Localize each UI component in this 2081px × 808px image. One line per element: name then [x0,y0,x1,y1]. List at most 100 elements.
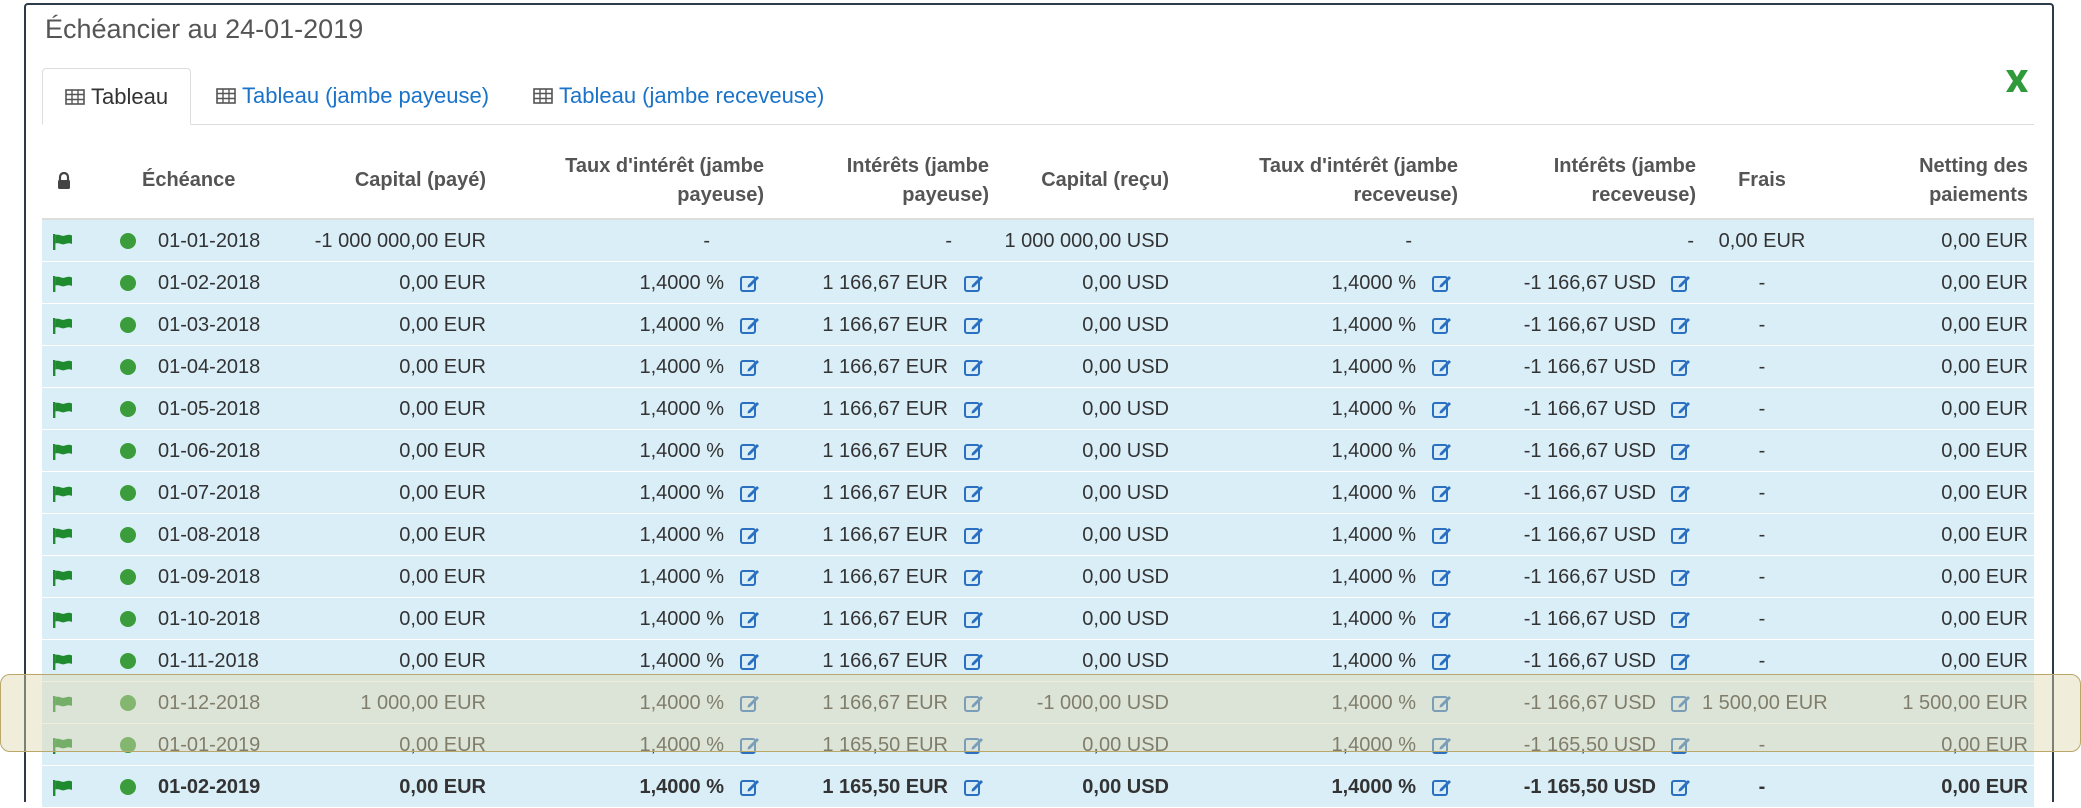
header-taux-payeuse[interactable]: Taux d'intérêt (jambe payeuse) [502,152,764,210]
flag-icon[interactable] [52,485,74,502]
edit-icon[interactable] [1670,272,1692,294]
flag-icon[interactable] [52,443,74,460]
flag-icon[interactable] [52,695,74,712]
edit-icon[interactable] [963,356,985,378]
excel-export-icon[interactable] [2002,66,2032,96]
table-row[interactable]: 01-12-2018 1 000,00 EUR 1,4000 % 1 166,67 E… [42,682,2034,724]
header-capital-recu[interactable]: Capital (reçu) [1041,169,1169,191]
edit-icon[interactable] [963,692,985,714]
edit-icon[interactable] [1670,566,1692,588]
table-row[interactable]: 01-09-2018 0,00 EUR 1,4000 % 1 166,67 EUR 0,… [42,556,2034,598]
header-interets-receveuse[interactable]: Intérêts (jambe receveuse) [1472,152,1696,210]
edit-icon[interactable] [739,566,761,588]
flag-icon[interactable] [52,569,74,586]
cell-interets-payeuse: 1 166,67 EUR [822,440,948,462]
cell-taux-receveuse: 1,4000 % [1331,440,1416,462]
edit-icon[interactable] [1431,440,1453,462]
cell-echeance: 01-10-2018 [158,608,261,630]
edit-icon[interactable] [1670,440,1692,462]
table-row[interactable]: 01-01-2018 -1 000 000,00 EUR - - 1 000 000,0… [42,220,2034,262]
tab-jambe-payeuse[interactable]: Tableau (jambe payeuse) [216,68,489,124]
edit-icon[interactable] [739,524,761,546]
edit-icon[interactable] [1431,482,1453,504]
edit-icon[interactable] [739,608,761,630]
edit-icon[interactable] [963,524,985,546]
edit-icon[interactable] [963,734,985,756]
edit-icon[interactable] [1431,398,1453,420]
table-row[interactable]: 01-04-2018 0,00 EUR 1,4000 % 1 166,67 EUR 0,… [42,346,2034,388]
edit-icon[interactable] [739,356,761,378]
flag-icon[interactable] [52,359,74,376]
flag-icon[interactable] [52,233,74,250]
flag-icon[interactable] [52,401,74,418]
edit-icon[interactable] [739,398,761,420]
edit-icon[interactable] [739,314,761,336]
flag-icon[interactable] [52,275,74,292]
header-frais[interactable]: Frais [1738,169,1786,191]
lock-icon[interactable] [56,171,72,195]
edit-icon[interactable] [963,314,985,336]
edit-icon[interactable] [1431,314,1453,336]
edit-icon[interactable] [739,440,761,462]
edit-icon[interactable] [963,566,985,588]
edit-icon[interactable] [1670,398,1692,420]
edit-icon[interactable] [963,608,985,630]
edit-icon[interactable] [1670,734,1692,756]
edit-icon[interactable] [739,692,761,714]
edit-icon[interactable] [1431,692,1453,714]
edit-icon[interactable] [1431,776,1453,798]
edit-icon[interactable] [1431,608,1453,630]
table-row[interactable]: 01-03-2018 0,00 EUR 1,4000 % 1 166,67 EUR 0,… [42,304,2034,346]
edit-icon[interactable] [739,482,761,504]
edit-icon[interactable] [1670,650,1692,672]
table-row[interactable]: 01-11-2018 0,00 EUR 1,4000 % 1 166,67 EUR 0,… [42,640,2034,682]
edit-icon[interactable] [1670,692,1692,714]
edit-icon[interactable] [1670,314,1692,336]
flag-icon[interactable] [52,317,74,334]
edit-icon[interactable] [739,272,761,294]
edit-icon[interactable] [1431,524,1453,546]
flag-icon[interactable] [52,737,74,754]
edit-icon[interactable] [1670,482,1692,504]
edit-icon[interactable] [1670,356,1692,378]
table-row[interactable]: 01-01-2019 0,00 EUR 1,4000 % 1 165,50 EUR 0,… [42,724,2034,766]
header-interets-payeuse[interactable]: Intérêts (jambe payeuse) [782,152,989,210]
edit-icon[interactable] [739,734,761,756]
edit-icon[interactable] [1431,734,1453,756]
header-capital-paye[interactable]: Capital (payé) [354,169,486,191]
table-row[interactable]: 01-07-2018 0,00 EUR 1,4000 % 1 166,67 EUR 0,… [42,472,2034,514]
edit-icon[interactable] [1431,650,1453,672]
edit-icon[interactable] [739,776,761,798]
edit-icon[interactable] [1670,776,1692,798]
cell-echeance: 01-12-2018 [158,692,261,714]
edit-icon[interactable] [963,272,985,294]
table-row[interactable]: 01-02-2018 0,00 EUR 1,4000 % 1 166,67 EUR 0,… [42,262,2034,304]
flag-icon[interactable] [52,653,74,670]
table-row[interactable]: 01-08-2018 0,00 EUR 1,4000 % 1 166,67 EUR 0,… [42,514,2034,556]
flag-icon[interactable] [52,779,74,796]
table-row[interactable]: 01-02-2019 0,00 EUR 1,4000 % 1 165,50 EUR 0,… [42,766,2034,808]
header-netting[interactable]: Netting des paiements [1842,152,2028,210]
header-taux-receveuse[interactable]: Taux d'intérêt (jambe receveuse) [1192,152,1458,210]
table-icon [216,69,236,125]
edit-icon[interactable] [963,776,985,798]
tab-jambe-receveuse[interactable]: Tableau (jambe receveuse) [533,68,824,124]
cell-interets-payeuse: 1 166,67 EUR [822,608,948,630]
table-row[interactable]: 01-10-2018 0,00 EUR 1,4000 % 1 166,67 EUR 0,… [42,598,2034,640]
flag-icon[interactable] [52,611,74,628]
edit-icon[interactable] [963,440,985,462]
edit-icon[interactable] [963,650,985,672]
flag-icon[interactable] [52,527,74,544]
edit-icon[interactable] [1431,356,1453,378]
tab-tableau[interactable]: Tableau [42,68,192,125]
header-echeance[interactable]: Échéance [142,169,236,191]
edit-icon[interactable] [1431,566,1453,588]
edit-icon[interactable] [963,482,985,504]
edit-icon[interactable] [1670,524,1692,546]
edit-icon[interactable] [1670,608,1692,630]
edit-icon[interactable] [739,650,761,672]
table-row[interactable]: 01-06-2018 0,00 EUR 1,4000 % 1 166,67 EUR 0,… [42,430,2034,472]
table-row[interactable]: 01-05-2018 0,00 EUR 1,4000 % 1 166,67 EUR 0,… [42,388,2034,430]
edit-icon[interactable] [1431,272,1453,294]
edit-icon[interactable] [963,398,985,420]
